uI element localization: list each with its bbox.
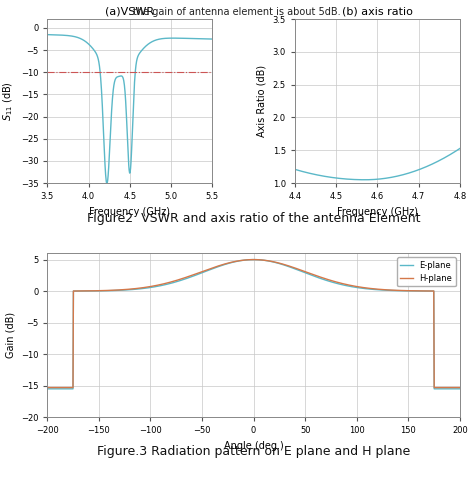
Title: (b) axis ratio: (b) axis ratio (342, 7, 413, 17)
X-axis label: Frequency (GHz): Frequency (GHz) (337, 206, 418, 217)
Title: (a)VSWR: (a)VSWR (105, 7, 155, 17)
E-plane (251, 257, 256, 262)
E-plane (366, 286, 372, 292)
Y-axis label: $S_{11}$ (dB): $S_{11}$ (dB) (1, 81, 15, 121)
E-plane (87, 288, 92, 294)
Legend: E-plane, H-plane: E-plane, H-plane (397, 258, 456, 286)
H-plane (328, 278, 334, 283)
Line: H-plane: H-plane (47, 260, 460, 388)
E-plane (374, 287, 380, 293)
X-axis label: Angle (deg.): Angle (deg.) (224, 441, 283, 451)
H-plane (87, 288, 92, 294)
H-plane (45, 385, 50, 391)
H-plane (457, 385, 463, 391)
H-plane (226, 260, 232, 266)
E-plane (457, 386, 463, 391)
E-plane (45, 386, 50, 391)
Y-axis label: Gain (dB): Gain (dB) (5, 312, 15, 358)
H-plane (374, 286, 380, 292)
Line: E-plane: E-plane (47, 260, 460, 389)
E-plane (211, 265, 217, 271)
E-plane (226, 261, 232, 266)
E-plane (328, 279, 334, 285)
H-plane (366, 285, 372, 291)
Text: Figure.3 Radiation pattern on E plane and H plane: Figure.3 Radiation pattern on E plane an… (97, 445, 410, 458)
Text: the gain of antenna element is about 5dB.: the gain of antenna element is about 5dB… (133, 7, 341, 17)
Y-axis label: Axis Ratio (dB): Axis Ratio (dB) (257, 65, 267, 137)
X-axis label: Frequency (GHz): Frequency (GHz) (90, 206, 170, 217)
Text: Figure2  VSWR and axis ratio of the antenna Element: Figure2 VSWR and axis ratio of the anten… (87, 212, 420, 225)
H-plane (251, 257, 256, 262)
H-plane (211, 264, 217, 270)
